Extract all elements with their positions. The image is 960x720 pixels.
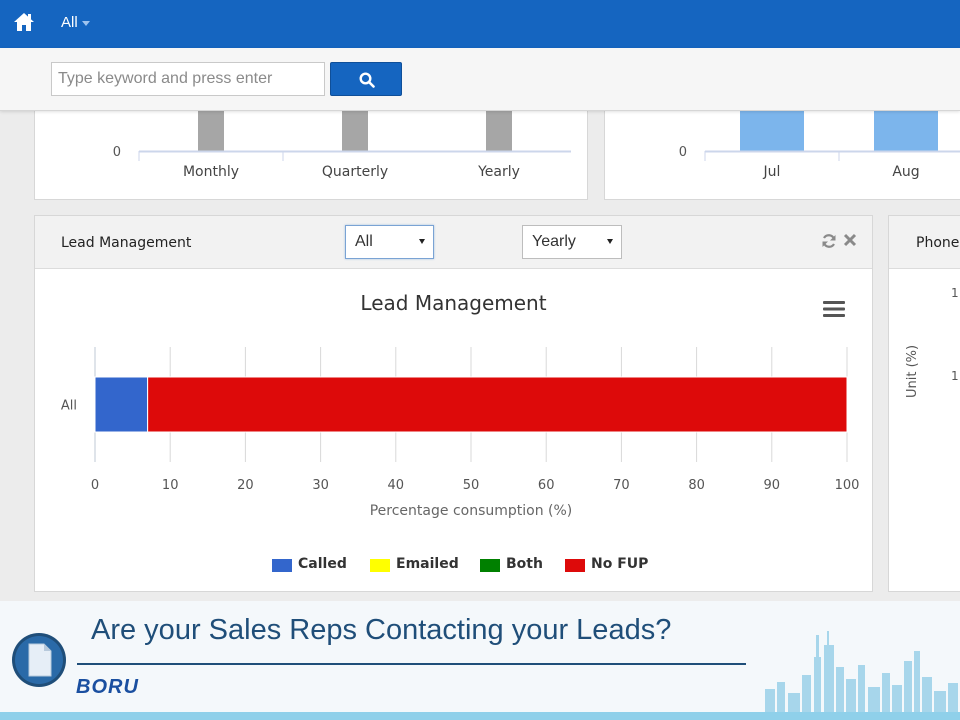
x-tick-label: Quarterly xyxy=(322,164,388,180)
x-axis-label: Percentage consumption (%) xyxy=(370,503,573,519)
x-tick-label: Yearly xyxy=(477,164,520,180)
bar-segment-no-fup xyxy=(147,376,848,433)
chart-menu-icon[interactable] xyxy=(823,300,845,318)
x-tick-label: 0 xyxy=(91,478,99,493)
x-tick-label: 60 xyxy=(538,478,555,493)
x-tick-label: 70 xyxy=(613,478,630,493)
close-icon[interactable] xyxy=(843,233,857,247)
panel-header: Phone xyxy=(889,216,960,269)
panel-title: Lead Management xyxy=(61,235,192,251)
lead-bar-chart: 0 10 20 30 40 50 60 70 80 90 100 All Percentage cons… xyxy=(61,347,860,519)
panel-header: Lead Management All Yearly xyxy=(35,216,872,269)
y-tick-label: 0 xyxy=(679,145,687,160)
phone-panel: Phone 1 1 Unit (%) xyxy=(888,215,960,592)
home-icon[interactable] xyxy=(12,10,36,34)
period-select-value: Yearly xyxy=(532,233,576,250)
banner-headline: Are your Sales Reps Contacting your Lead… xyxy=(91,614,672,646)
promo-banner: Are your Sales Reps Contacting your Lead… xyxy=(0,601,960,720)
x-tick-label: 10 xyxy=(162,478,179,493)
period-select[interactable]: Yearly xyxy=(522,225,622,259)
caret-down-icon xyxy=(419,239,425,244)
caret-down-icon xyxy=(607,239,613,244)
monthly-chart-panel: 0 Jul Aug xyxy=(604,100,960,200)
x-tick-label: Aug xyxy=(892,164,919,180)
boru-logo: BORU xyxy=(76,676,139,698)
y-axis-label: Unit (%) xyxy=(905,344,920,398)
monthly-chart: 0 Jul Aug xyxy=(679,100,960,180)
x-tick-label: Monthly xyxy=(183,164,239,180)
refresh-icon[interactable] xyxy=(821,233,837,249)
legend-label: Emailed xyxy=(396,556,459,572)
top-navbar: All xyxy=(0,0,960,48)
chart-title: Lead Management xyxy=(360,291,547,315)
y-tick-label: 1 xyxy=(951,369,959,383)
chart-legend: Called Emailed Both No FUP xyxy=(35,556,872,576)
search-bar xyxy=(0,48,960,111)
banner-strip xyxy=(0,712,960,720)
legend-swatch xyxy=(565,559,585,572)
x-tick-label: 30 xyxy=(312,478,329,493)
legend-label: Both xyxy=(506,556,543,572)
x-tick-label: 40 xyxy=(388,478,405,493)
y-tick-label: 0 xyxy=(113,145,121,160)
period-chart: 0 Monthly Quarterly Yearly xyxy=(113,100,571,180)
legend-label: Called xyxy=(298,556,347,572)
y-tick-label: 1 xyxy=(951,286,959,300)
lead-management-panel: Lead Management All Yearly Lead Manageme… xyxy=(34,215,873,592)
legend-swatch xyxy=(370,559,390,572)
skyline-illustration xyxy=(765,631,958,717)
group-select[interactable]: All xyxy=(345,225,434,259)
legend-swatch xyxy=(272,559,292,572)
bar-segment-called xyxy=(94,376,149,433)
divider xyxy=(77,663,746,665)
x-tick-label: 90 xyxy=(764,478,781,493)
x-tick-label: 20 xyxy=(237,478,254,493)
document-icon xyxy=(12,633,66,687)
legend-label: No FUP xyxy=(591,556,649,572)
search-icon xyxy=(359,72,375,88)
y-tick-label: All xyxy=(61,399,77,414)
legend-swatch xyxy=(480,559,500,572)
x-tick-label: 50 xyxy=(463,478,480,493)
x-tick-label: Jul xyxy=(763,164,781,180)
nav-filter-dropdown[interactable]: All xyxy=(61,14,78,31)
search-input[interactable] xyxy=(51,62,325,96)
x-tick-label: 100 xyxy=(835,478,860,493)
group-select-value: All xyxy=(355,233,373,250)
chevron-down-icon[interactable] xyxy=(82,21,90,26)
x-tick-label: 80 xyxy=(688,478,705,493)
period-chart-panel: 0 Monthly Quarterly Yearly xyxy=(34,100,588,200)
panel-title: Phone xyxy=(916,235,960,251)
search-button[interactable] xyxy=(330,62,402,96)
